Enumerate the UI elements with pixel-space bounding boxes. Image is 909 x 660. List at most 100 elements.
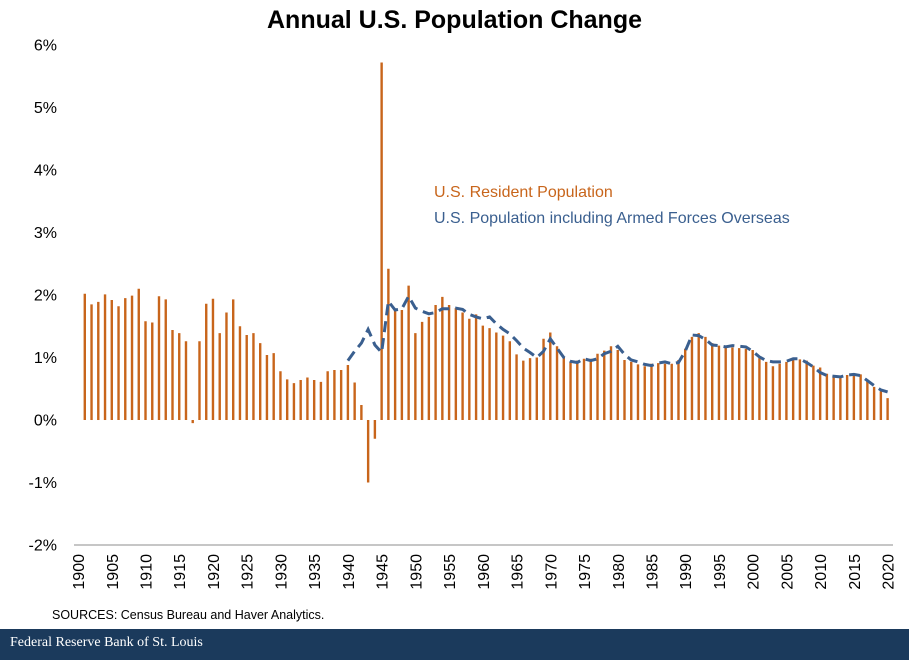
bar-1922 — [225, 312, 228, 420]
bar-1921 — [218, 333, 221, 421]
x-tick-label: 1985 — [644, 554, 661, 590]
x-tick-label: 2010 — [813, 554, 830, 590]
bar-1970 — [549, 332, 552, 420]
bar-1984 — [643, 366, 646, 420]
bar-1912 — [157, 296, 161, 420]
bar-1950 — [414, 333, 417, 421]
bar-1987 — [663, 363, 667, 420]
bar-1937 — [326, 371, 329, 420]
bar-1959 — [474, 314, 478, 420]
bar-1948 — [400, 310, 404, 420]
bar-1914 — [171, 330, 174, 420]
y-tick-label: 0% — [34, 413, 57, 430]
x-tick-label: 1970 — [543, 554, 560, 590]
footer-bar: Federal Reserve Bank of St. Louis — [0, 629, 909, 660]
x-tick-label: 2020 — [881, 554, 898, 590]
bar-1956 — [454, 308, 458, 421]
bar-1958 — [468, 318, 471, 420]
bar-1920 — [211, 298, 215, 420]
bar-1940 — [346, 365, 350, 420]
bar-1903 — [97, 301, 100, 421]
resident-population-bars — [83, 62, 889, 483]
bar-1993 — [704, 336, 707, 421]
bar-1978 — [603, 350, 606, 421]
bar-1979 — [609, 346, 613, 420]
x-tick-label: 1915 — [172, 554, 189, 590]
bar-1961 — [488, 328, 491, 421]
legend-resident-population: U.S. Resident Population — [434, 184, 613, 201]
x-tick-label: 1950 — [408, 554, 425, 590]
bar-2008 — [805, 360, 808, 421]
x-tick-label: 1930 — [273, 554, 290, 590]
source-note: SOURCES: Census Bureau and Haver Analyti… — [52, 608, 325, 622]
y-tick-label: 6% — [34, 38, 57, 55]
bar-1916 — [184, 341, 188, 420]
x-axis: 1900 1905 1910 1915 1920 1925 1930 1935 1940 1945… — [71, 544, 898, 590]
bar-1998 — [737, 348, 741, 421]
bar-1974 — [576, 360, 579, 421]
bar-1942 — [360, 405, 363, 420]
x-tick-label: 1910 — [139, 554, 156, 590]
x-tick-label: 1900 — [71, 554, 88, 590]
bar-1971 — [555, 346, 559, 420]
x-tick-label: 1975 — [577, 554, 594, 590]
bar-1972 — [562, 357, 565, 420]
x-tick-label: 1945 — [375, 554, 392, 590]
bar-1995 — [717, 345, 721, 420]
bar-2003 — [771, 366, 775, 420]
bar-1962 — [495, 332, 498, 420]
y-tick-label: 1% — [34, 350, 57, 367]
bar-1935 — [312, 380, 316, 420]
bar-1943 — [366, 420, 370, 483]
bar-1928 — [265, 355, 269, 420]
bar-1933 — [299, 380, 302, 420]
bar-1994 — [711, 343, 714, 421]
footer-brand: Federal Reserve Bank of St. Louis — [10, 635, 203, 650]
bar-1936 — [319, 381, 323, 421]
bar-1901 — [83, 293, 86, 420]
bar-1989 — [677, 360, 680, 420]
bar-1965 — [515, 354, 518, 421]
population-change-chart: -2% -1% 0% 1% 2% 3% 4% 5% 6% 1900 1905 1910 1915 192… — [29, 38, 898, 590]
bar-2002 — [764, 361, 768, 421]
bar-1939 — [339, 370, 343, 420]
bar-1930 — [279, 371, 282, 420]
bar-2009 — [812, 365, 815, 421]
bar-2020 — [886, 398, 889, 421]
x-tick-label: 1995 — [712, 554, 729, 590]
bar-1934 — [306, 377, 309, 420]
bar-1925 — [245, 335, 248, 420]
bar-1969 — [542, 338, 545, 420]
bar-1931 — [285, 379, 289, 421]
bar-1981 — [623, 360, 626, 420]
bar-1902 — [90, 304, 93, 421]
bar-2010 — [818, 367, 822, 420]
bar-1938 — [333, 370, 336, 420]
bar-2018 — [872, 386, 876, 421]
bar-1973 — [569, 362, 572, 420]
bar-2017 — [866, 380, 869, 420]
bar-2012 — [832, 375, 835, 421]
bar-2015 — [852, 374, 856, 421]
bar-1919 — [205, 303, 208, 420]
bar-1917 — [191, 420, 194, 424]
bar-1967 — [528, 358, 532, 421]
chart-title: Annual U.S. Population Change — [267, 6, 642, 34]
y-axis: -2% -1% 0% 1% 2% 3% 4% 5% 6% — [29, 38, 57, 555]
y-tick-label: 4% — [34, 163, 57, 180]
bar-1952 — [427, 316, 431, 421]
bar-1906 — [117, 306, 120, 420]
bar-1992 — [697, 333, 700, 421]
bar-1924 — [238, 326, 242, 420]
bar-1905 — [110, 300, 113, 420]
bar-1910 — [144, 321, 147, 420]
bar-2019 — [879, 391, 883, 420]
bar-2006 — [791, 360, 795, 420]
x-tick-label: 1980 — [611, 554, 628, 590]
x-tick-label: 2015 — [847, 554, 864, 590]
bar-1908 — [130, 295, 134, 421]
bar-1999 — [744, 348, 748, 420]
bar-1941 — [353, 382, 356, 420]
y-tick-label: -1% — [29, 475, 57, 492]
bar-1947 — [393, 310, 397, 420]
